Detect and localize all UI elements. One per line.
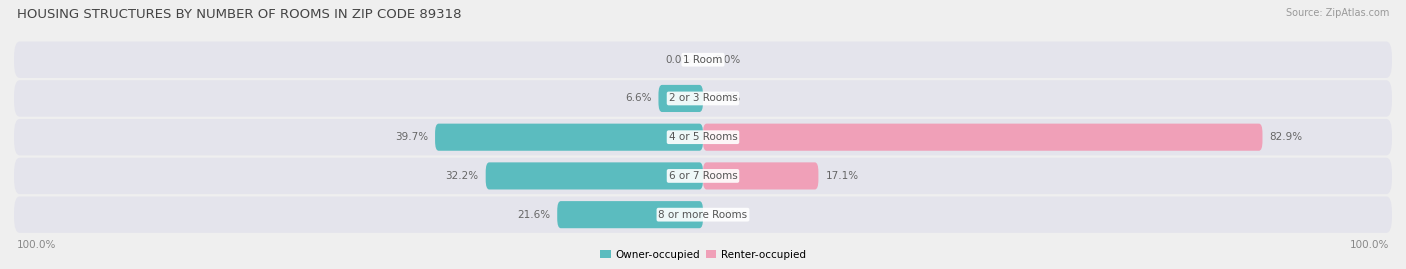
FancyBboxPatch shape: [434, 124, 703, 151]
Text: 6 or 7 Rooms: 6 or 7 Rooms: [669, 171, 737, 181]
Text: 17.1%: 17.1%: [825, 171, 859, 181]
FancyBboxPatch shape: [14, 158, 1392, 194]
FancyBboxPatch shape: [557, 201, 703, 228]
FancyBboxPatch shape: [485, 162, 703, 189]
FancyBboxPatch shape: [703, 124, 1263, 151]
Text: 4 or 5 Rooms: 4 or 5 Rooms: [669, 132, 737, 142]
Text: HOUSING STRUCTURES BY NUMBER OF ROOMS IN ZIP CODE 89318: HOUSING STRUCTURES BY NUMBER OF ROOMS IN…: [17, 8, 461, 21]
Text: 0.0%: 0.0%: [714, 55, 741, 65]
Text: 2 or 3 Rooms: 2 or 3 Rooms: [669, 93, 737, 104]
FancyBboxPatch shape: [703, 162, 818, 189]
Text: 6.6%: 6.6%: [624, 93, 651, 104]
Text: 82.9%: 82.9%: [1270, 132, 1302, 142]
Text: 100.0%: 100.0%: [17, 240, 56, 250]
FancyBboxPatch shape: [14, 119, 1392, 155]
Text: 1 Room: 1 Room: [683, 55, 723, 65]
Text: 0.0%: 0.0%: [714, 93, 741, 104]
FancyBboxPatch shape: [14, 80, 1392, 117]
FancyBboxPatch shape: [14, 196, 1392, 233]
Text: 32.2%: 32.2%: [446, 171, 478, 181]
Text: 0.0%: 0.0%: [714, 210, 741, 220]
FancyBboxPatch shape: [658, 85, 703, 112]
Legend: Owner-occupied, Renter-occupied: Owner-occupied, Renter-occupied: [596, 245, 810, 264]
Text: 39.7%: 39.7%: [395, 132, 427, 142]
Text: 8 or more Rooms: 8 or more Rooms: [658, 210, 748, 220]
Text: 21.6%: 21.6%: [517, 210, 550, 220]
Text: Source: ZipAtlas.com: Source: ZipAtlas.com: [1285, 8, 1389, 18]
FancyBboxPatch shape: [14, 41, 1392, 78]
Text: 100.0%: 100.0%: [1350, 240, 1389, 250]
Text: 0.0%: 0.0%: [665, 55, 692, 65]
